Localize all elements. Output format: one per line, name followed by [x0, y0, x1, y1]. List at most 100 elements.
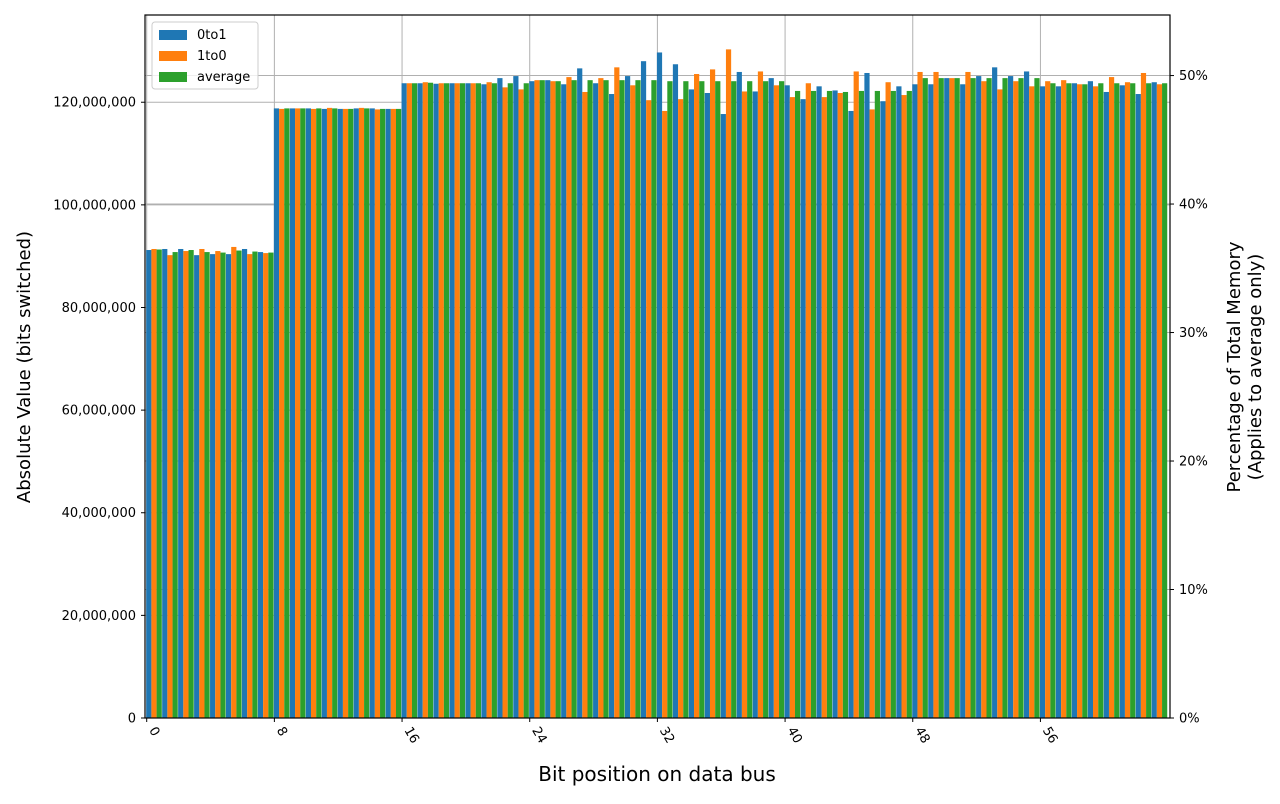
legend-label-0to1: 0to1 — [197, 28, 227, 43]
bar-1to0 — [247, 254, 253, 719]
bar-0to1 — [656, 52, 663, 719]
bar-average — [938, 78, 944, 718]
bar-0to1 — [624, 76, 631, 719]
bar-0to1 — [912, 84, 918, 718]
bar-0to1 — [257, 252, 264, 718]
bar-average — [1114, 83, 1120, 719]
bar-1to0 — [279, 108, 285, 719]
bar-average — [603, 80, 609, 719]
bar-1to0 — [630, 85, 636, 719]
y-tick-label: 20,000,000 — [62, 609, 136, 624]
bar-average — [954, 78, 960, 718]
right-axis-label-line1: Percentage of Total Memory — [1224, 241, 1245, 492]
bar-1to0 — [167, 255, 173, 718]
bar-1to0 — [1077, 84, 1083, 718]
bar-0to1 — [146, 250, 152, 718]
bar-1to0 — [662, 110, 668, 719]
bar-0to1 — [976, 76, 982, 719]
bar-average — [411, 83, 418, 719]
bar-0to1 — [178, 248, 184, 718]
bar-0to1 — [513, 76, 519, 719]
bar-1to0 — [821, 97, 827, 719]
bar-0to1 — [1008, 76, 1014, 719]
bar-average — [204, 252, 210, 718]
bar-0to1 — [337, 108, 343, 719]
bar-0to1 — [944, 78, 950, 718]
bar-0to1 — [1039, 86, 1046, 718]
bar-0to1 — [1151, 82, 1157, 718]
y-tick-label: 0 — [128, 712, 136, 727]
bar-1to0 — [853, 71, 859, 719]
y-right-tick-label: 20% — [1179, 455, 1208, 470]
bar-0to1 — [210, 254, 216, 719]
x-tick-label: 0 — [145, 725, 162, 740]
bar-1to0 — [933, 71, 939, 719]
bar-1to0 — [869, 109, 875, 718]
bar-0to1 — [704, 92, 710, 719]
bar-1to0 — [614, 67, 620, 718]
bar-0to1 — [800, 99, 806, 719]
bar-average — [619, 80, 625, 719]
bar-average — [779, 81, 785, 719]
bar-average — [683, 81, 689, 719]
bar-0to1 — [449, 83, 455, 719]
bar-average — [555, 81, 561, 719]
bar-0to1 — [1103, 91, 1109, 718]
bar-average — [874, 90, 880, 719]
bar-1to0 — [901, 95, 907, 719]
y-right-tick-label: 30% — [1179, 326, 1208, 341]
bar-0to1 — [417, 83, 423, 719]
bar-1to0 — [199, 248, 205, 718]
bar-0to1 — [481, 84, 487, 718]
bar-1to0 — [757, 71, 764, 719]
bar-1to0 — [598, 78, 604, 718]
bar-1to0 — [374, 109, 381, 718]
bar-average — [970, 78, 976, 718]
bar-1to0 — [406, 83, 412, 719]
bar-average — [156, 249, 162, 718]
y-tick-label: 100,000,000 — [53, 198, 136, 213]
bar-1to0 — [1045, 81, 1051, 719]
bar-1to0 — [326, 107, 333, 718]
bar-average — [507, 83, 513, 719]
bar-average — [236, 250, 242, 719]
x-tick-label: 48 — [911, 725, 932, 747]
bar-average — [763, 81, 769, 719]
bar-1to0 — [965, 71, 971, 719]
bar-0to1 — [1119, 85, 1125, 719]
bar-1to0 — [917, 71, 923, 719]
bar-average — [1050, 83, 1056, 719]
bar-1to0 — [789, 97, 795, 719]
bar-0to1 — [561, 84, 567, 718]
bar-average — [858, 90, 865, 719]
legend-swatch-average — [159, 72, 187, 82]
bar-0to1 — [289, 108, 296, 719]
right-axis-label-line2: (Applies to average only) — [1245, 254, 1266, 481]
bar-0to1 — [497, 78, 503, 718]
bar-1to0 — [997, 89, 1003, 719]
bar-average — [220, 252, 226, 719]
y-tick-label: 120,000,000 — [53, 96, 136, 111]
bar-average — [667, 81, 673, 719]
bar-0to1 — [688, 89, 695, 719]
bar-1to0 — [885, 82, 891, 718]
bar-1to0 — [295, 108, 301, 719]
bar-0to1 — [401, 83, 407, 719]
x-tick-label: 24 — [528, 725, 549, 747]
y-right-tick-label: 10% — [1179, 583, 1208, 598]
bar-average — [635, 80, 641, 719]
bar-average — [348, 108, 354, 719]
bar-average — [1146, 83, 1152, 719]
bar-1to0 — [805, 83, 811, 719]
bar-1to0 — [709, 69, 716, 718]
bar-0to1 — [433, 83, 439, 719]
bar-0to1 — [1071, 83, 1078, 719]
x-tick-label: 40 — [784, 725, 805, 747]
bar-1to0 — [773, 85, 780, 719]
bar-average — [1034, 78, 1040, 718]
bar-0to1 — [305, 108, 311, 719]
bar-1to0 — [390, 108, 396, 719]
bar-average — [332, 108, 338, 719]
y-right-tick-label: 40% — [1179, 198, 1208, 213]
